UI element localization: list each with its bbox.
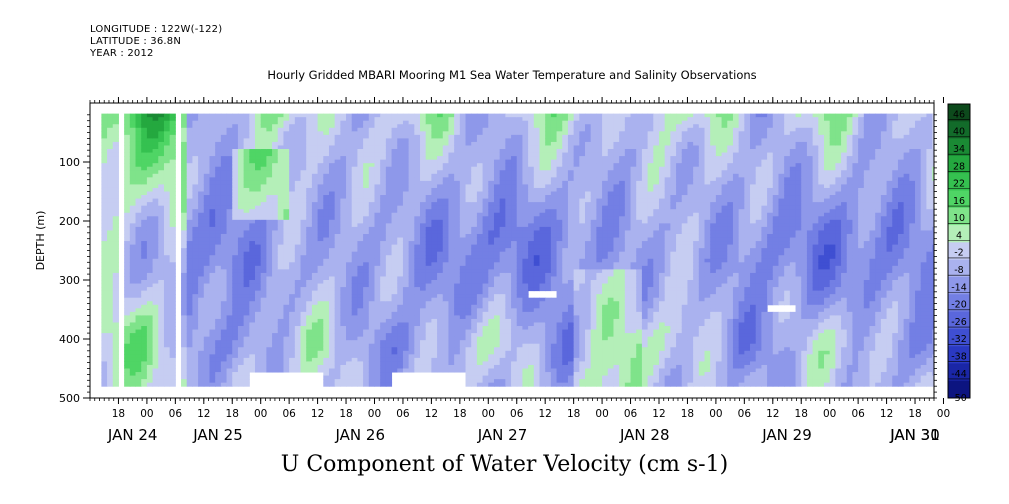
- colorbar-swatch: [948, 104, 970, 122]
- x-tick-label: 12: [311, 408, 324, 420]
- colorbar-label: -8: [954, 265, 963, 276]
- longitude-label: LONGITUDE : 122W(-122): [90, 24, 223, 35]
- colorbar-label: -2: [954, 248, 963, 259]
- colorbar-swatch: [948, 155, 970, 174]
- x-day-label: JAN 31: [889, 426, 940, 444]
- variable-caption: U Component of Water Velocity (cm s-1): [280, 452, 729, 477]
- colorbar-label: -20: [951, 300, 967, 311]
- y-tick-label: 400: [59, 333, 80, 346]
- colorbar-label: 22: [953, 179, 965, 190]
- y-axis-label: DEPTH (m): [34, 211, 47, 271]
- x-day-label: JAN 28: [619, 426, 670, 444]
- y-tick-label: 200: [59, 215, 80, 228]
- x-tick-label: 06: [396, 408, 410, 420]
- x-tick-label: 12: [197, 408, 210, 420]
- colorbar-label: -14: [951, 282, 967, 293]
- heatmap-field: [90, 103, 934, 398]
- colorbar-label: 16: [953, 196, 965, 207]
- x-tick-label: 00: [823, 408, 836, 420]
- colorbar-label: -26: [951, 317, 967, 328]
- x-tick-label: 12: [539, 408, 552, 420]
- x-tick-label: 00: [937, 408, 950, 420]
- x-tick-label: 18: [226, 408, 239, 420]
- x-tick-label: 00: [482, 408, 495, 420]
- colorbar-swatch: [948, 276, 970, 295]
- colorbar-label: 34: [953, 144, 965, 155]
- colorbar-label: 4: [956, 230, 962, 241]
- colorbar-swatch: [948, 207, 970, 226]
- colorbar-label: -50: [951, 393, 967, 404]
- colorbar-swatch: [948, 346, 970, 364]
- colorbar-swatch: [948, 363, 970, 381]
- x-tick-label: 18: [339, 408, 352, 420]
- x-tick-label: 12: [766, 408, 779, 420]
- x-tick-label: 00: [368, 408, 381, 420]
- x-tick-label: 06: [738, 408, 752, 420]
- colorbar-label: -32: [951, 334, 967, 345]
- x-tick-label: 06: [510, 408, 524, 420]
- y-tick-label: 100: [59, 156, 80, 169]
- x-tick-label: 18: [908, 408, 921, 420]
- colorbar-label: 46: [953, 109, 965, 120]
- x-tick-label: 18: [681, 408, 694, 420]
- year-label: YEAR : 2012: [90, 48, 154, 59]
- colorbar-swatch: [948, 121, 970, 139]
- colorbar-swatch: [948, 294, 970, 312]
- colorbar-swatch: [948, 259, 970, 278]
- colorbar-label: 28: [953, 161, 965, 172]
- x-tick-label: 06: [851, 408, 865, 420]
- x-tick-label: 00: [595, 408, 608, 420]
- x-tick-label: 12: [425, 408, 438, 420]
- colorbar-swatch: [948, 311, 970, 330]
- colorbar-swatch: [948, 225, 970, 243]
- colorbar-swatch: [948, 242, 970, 260]
- colorbar-swatch: [948, 190, 970, 209]
- x-tick-label: 18: [567, 408, 580, 420]
- x-tick-label: 06: [169, 408, 183, 420]
- x-tick-label: 12: [880, 408, 893, 420]
- y-tick-label: 300: [59, 274, 80, 287]
- x-tick-label: 00: [254, 408, 267, 420]
- x-tick-label: 06: [624, 408, 638, 420]
- x-tick-label: 12: [652, 408, 665, 420]
- x-day-label: JAN 24: [107, 426, 158, 444]
- colorbar: 46 40 34 28 22 16 10 4 -2 -8 -14 -20 -26 -32 -38 -44 -50: [947, 103, 971, 404]
- metadata-block: LONGITUDE : 122W(-122) LATITUDE : 36.8N …: [90, 24, 222, 60]
- x-tick-label: 00: [140, 408, 153, 420]
- x-day-label: JAN 26: [335, 426, 386, 444]
- x-tick-label: 18: [795, 408, 808, 420]
- x-day-label: JAN 29: [761, 426, 812, 444]
- x-tick-label: 00: [709, 408, 722, 420]
- chart-title: Hourly Gridded MBARI Mooring M1 Sea Wate…: [267, 68, 757, 82]
- colorbar-label: 40: [953, 127, 965, 138]
- colorbar-swatch: [948, 173, 970, 191]
- x-day-label: JAN 27: [477, 426, 528, 444]
- x-tick-label: 06: [282, 408, 296, 420]
- colorbar-swatch: [948, 138, 970, 157]
- latitude-label: LATITUDE : 36.8N: [90, 36, 182, 47]
- colorbar-swatch: [948, 328, 970, 347]
- x-day-label: JAN 30: [889, 426, 940, 444]
- colorbar-label: -44: [951, 369, 967, 380]
- chart-axes: 18 00 06 12 18 00 06 12 18 00 06 12 18 00 06 12 18 00 06 12…: [34, 97, 950, 444]
- x-day-label: JAN 25: [192, 426, 243, 444]
- colorbar-label: -38: [951, 351, 967, 362]
- x-tick-label: 18: [112, 408, 125, 420]
- x-tick-label: 18: [453, 408, 466, 420]
- colorbar-swatch: [948, 380, 970, 399]
- colorbar-label: 10: [953, 213, 965, 224]
- y-tick-label: 500: [59, 392, 80, 405]
